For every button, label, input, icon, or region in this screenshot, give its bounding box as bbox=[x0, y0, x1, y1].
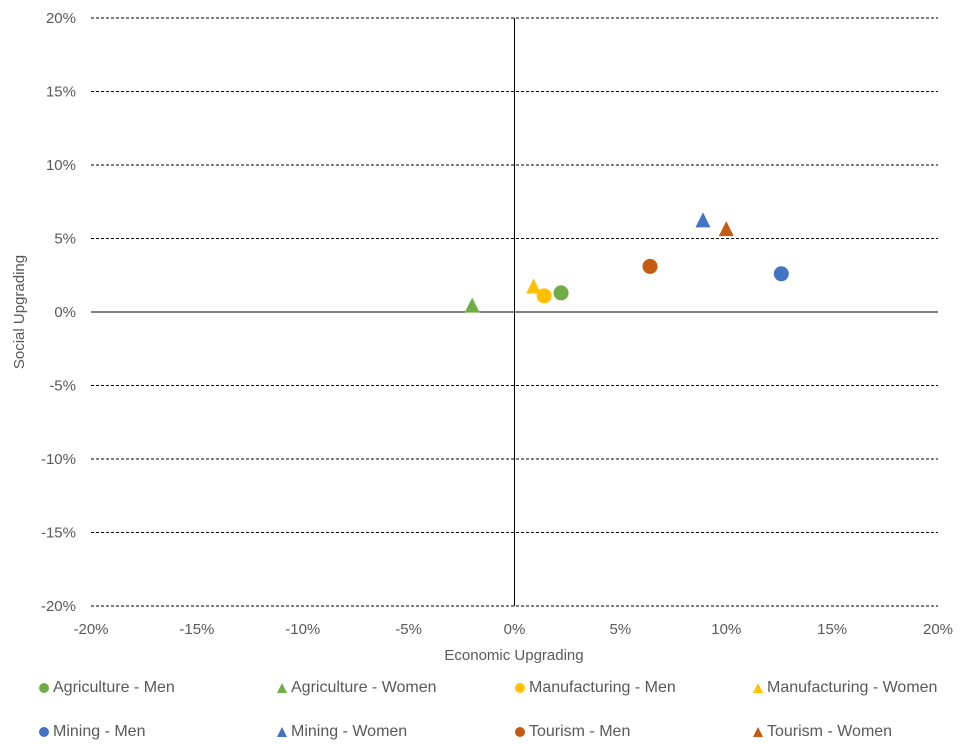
x-tick-label: 0% bbox=[504, 621, 526, 638]
y-tick-label: 0% bbox=[54, 304, 76, 321]
y-tick-label: 20% bbox=[46, 10, 76, 27]
data-point bbox=[526, 278, 542, 294]
y-tick-labels: 20% 15% 10% 5% 0% -5% -10% -15% -20% bbox=[41, 10, 76, 615]
y-tick-label: -15% bbox=[41, 525, 76, 542]
y-tick-label: -20% bbox=[41, 598, 76, 615]
x-tick-label: 10% bbox=[711, 621, 741, 638]
y-axis-label: Social Upgrading bbox=[11, 255, 28, 369]
y-tick-label: -10% bbox=[41, 451, 76, 468]
y-tick-label: 15% bbox=[46, 84, 76, 101]
x-tick-label: -20% bbox=[73, 621, 108, 638]
y-tick-label: 5% bbox=[54, 231, 76, 248]
data-point bbox=[536, 288, 552, 304]
data-point bbox=[773, 266, 789, 282]
x-tick-label: -5% bbox=[395, 621, 422, 638]
x-tick-label: 15% bbox=[817, 621, 847, 638]
y-tick-label: 10% bbox=[46, 157, 76, 174]
axes bbox=[91, 18, 938, 606]
data-point bbox=[718, 221, 734, 237]
data-point bbox=[464, 297, 480, 313]
x-tick-label: -15% bbox=[179, 621, 214, 638]
x-axis-label: Economic Upgrading bbox=[444, 647, 583, 664]
data-point bbox=[553, 285, 569, 301]
data-points bbox=[464, 212, 789, 313]
data-point bbox=[695, 212, 711, 228]
data-point bbox=[642, 258, 658, 274]
x-tick-label: 20% bbox=[923, 621, 953, 638]
x-tick-label: -10% bbox=[285, 621, 320, 638]
x-tick-label: 5% bbox=[610, 621, 632, 638]
y-tick-label: -5% bbox=[49, 378, 76, 395]
x-tick-labels: -20% -15% -10% -5% 0% 5% 10% 15% 20% bbox=[73, 621, 953, 638]
